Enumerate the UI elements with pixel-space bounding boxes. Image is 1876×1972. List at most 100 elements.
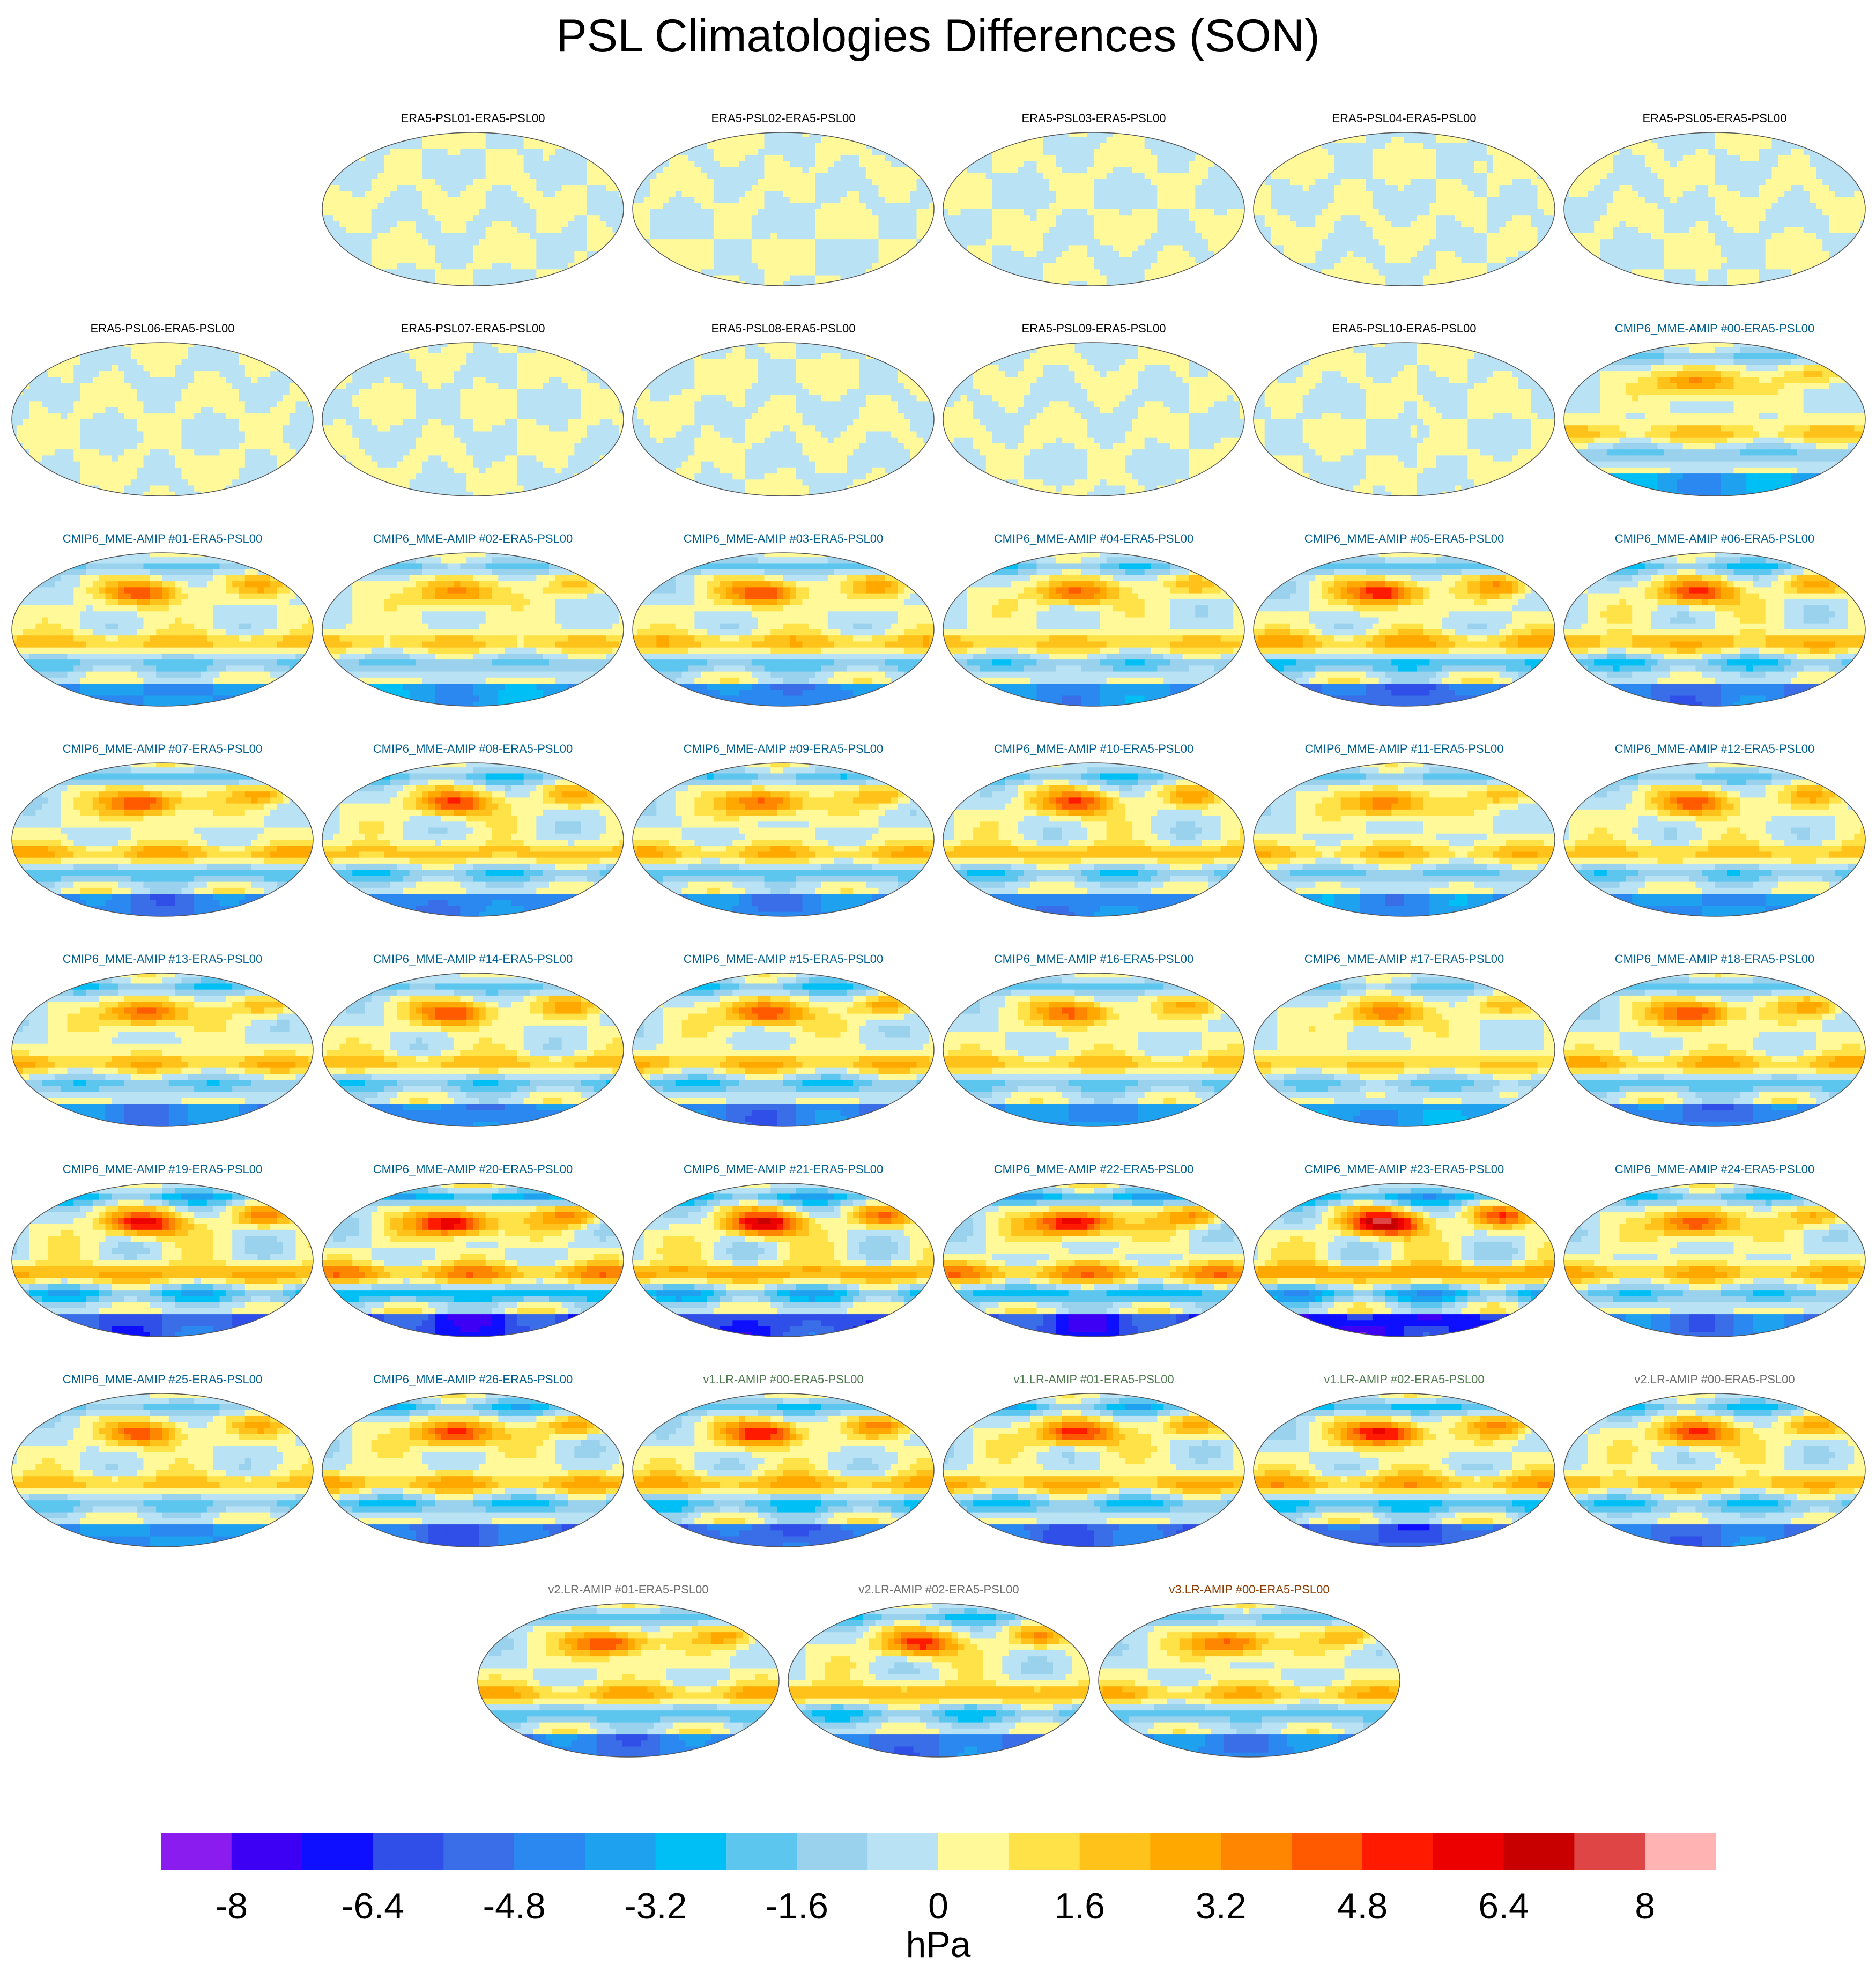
map-cell: [637, 143, 644, 150]
map-cell: [352, 137, 359, 144]
map-cell: [1467, 215, 1474, 222]
map-cell: [1506, 233, 1512, 240]
map-cell: [543, 167, 550, 174]
map-cell: [726, 132, 733, 137]
map-cell: [1119, 173, 1126, 180]
map-cell: [1214, 203, 1221, 210]
map-cell: [1315, 167, 1322, 174]
map-cell: [409, 197, 417, 204]
map-cell: [1214, 132, 1221, 137]
map-cell: [1322, 281, 1329, 286]
map-cell: [713, 239, 721, 246]
map-cell: [992, 132, 999, 137]
map-cell: [1151, 215, 1158, 222]
map-cell: [479, 221, 486, 228]
map-cell: [675, 137, 683, 144]
map-cell: [1499, 143, 1506, 150]
map-cell: [903, 191, 911, 198]
map-cell: [1264, 149, 1272, 155]
map-cell: [1062, 281, 1069, 286]
map-cell: [422, 227, 429, 234]
map-cell: [1461, 137, 1468, 144]
map-cell: [1119, 143, 1126, 150]
map-cell: [441, 149, 448, 155]
map-cell: [713, 221, 721, 228]
map-cell: [1360, 197, 1367, 204]
map-cell: [739, 132, 746, 137]
map-cell: [1087, 221, 1094, 228]
map-cell: [1264, 215, 1272, 222]
map-cell: [1467, 263, 1474, 270]
map-cell: [1461, 143, 1468, 150]
map-cell: [1068, 203, 1076, 210]
map-cell: [1531, 185, 1538, 191]
map-cell: [1360, 221, 1367, 228]
map-cell: [1043, 161, 1050, 167]
map-cell: [1417, 233, 1424, 240]
map-cell: [1410, 185, 1418, 191]
map-cell: [1043, 179, 1050, 186]
map-cell: [992, 185, 999, 191]
map-cell: [770, 132, 777, 137]
map-cell: [1024, 227, 1031, 234]
map-cell: [681, 227, 689, 234]
map-cell: [1550, 263, 1555, 270]
map-cell: [1353, 239, 1360, 246]
map-cell: [1506, 245, 1512, 252]
map-cell: [1410, 154, 1418, 161]
map-cell: [485, 281, 493, 286]
map-cell: [1056, 233, 1063, 240]
map-cell: [1100, 281, 1107, 286]
map-cell: [1404, 167, 1411, 174]
map-cell: [498, 161, 505, 167]
map-cell: [1372, 132, 1380, 137]
map-cell: [834, 161, 841, 167]
map-cell: [1284, 173, 1291, 180]
map-cell: [1328, 149, 1335, 155]
map-cell: [1486, 185, 1494, 191]
map-cell: [587, 161, 594, 167]
map-cell: [1220, 161, 1228, 167]
map-cell: [1398, 132, 1405, 137]
map-cell: [802, 263, 809, 270]
map-cell: [1486, 221, 1494, 228]
map-cell: [947, 191, 955, 198]
map-cell: [732, 263, 739, 270]
map-cell: [1005, 251, 1012, 258]
map-cell: [796, 251, 803, 258]
map-cell: [1309, 203, 1316, 210]
map-cell: [770, 245, 777, 252]
map-cell: [365, 221, 372, 228]
map-cell: [1049, 154, 1056, 161]
map-cell: [384, 251, 391, 258]
map-cell: [568, 154, 575, 161]
map-cell: [1512, 179, 1519, 186]
map-cell: [713, 245, 721, 252]
map-cell: [1056, 149, 1063, 155]
map-cell: [1474, 143, 1481, 150]
map-cell: [789, 149, 797, 155]
map-cell: [479, 154, 486, 161]
map-cell: [498, 132, 505, 137]
map-cell: [606, 191, 613, 198]
map-cell: [377, 209, 384, 216]
map-cell: [377, 245, 384, 252]
map-cell: [1499, 209, 1506, 216]
map-cell: [1119, 154, 1126, 161]
map-cell: [998, 173, 1005, 180]
map-cell: [606, 185, 613, 191]
map-cell: [403, 215, 410, 222]
map-cell: [1163, 251, 1170, 258]
map-cell: [1315, 154, 1322, 161]
map-cell: [568, 203, 575, 210]
map-cell: [1024, 173, 1031, 180]
map-cell: [333, 191, 340, 198]
map-cell: [1512, 149, 1519, 155]
map-cell: [701, 215, 708, 222]
map-cell: [1208, 132, 1215, 137]
map-cell: [929, 251, 934, 258]
map-cell: [1467, 191, 1474, 198]
map-cell: [460, 209, 467, 216]
map-cell: [1360, 137, 1367, 144]
map-cell: [1372, 227, 1380, 234]
